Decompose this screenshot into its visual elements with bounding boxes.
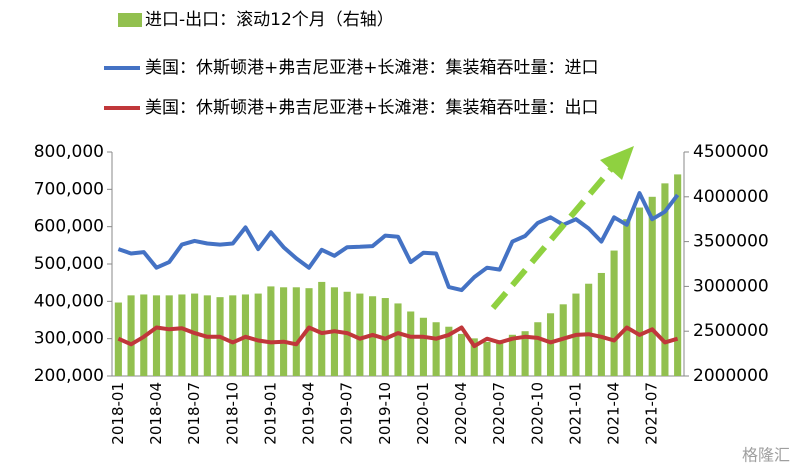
line [117, 325, 679, 349]
bar [597, 272, 605, 376]
x-tick-label: 2019-04 [300, 382, 318, 445]
bar [267, 286, 275, 376]
bar [635, 207, 644, 376]
bar [292, 287, 300, 376]
bar [610, 250, 618, 376]
y-tick-label: 400,000 [34, 291, 104, 311]
x-tick-label: 2021-04 [605, 382, 623, 445]
y-tick-label: 200,000 [34, 366, 104, 386]
bar [457, 333, 466, 376]
bar [496, 340, 504, 376]
bar [432, 322, 440, 376]
legend-label: 美国：休斯顿港+弗吉尼亚港+长滩港：集装箱吞吐量：进口 [145, 58, 599, 78]
line [117, 191, 680, 293]
bar [280, 287, 288, 376]
bar [407, 311, 415, 376]
x-tick-label: 2021-01 [566, 382, 584, 445]
bar [648, 196, 656, 376]
x-tick-label: 2020-07 [490, 382, 508, 445]
bar [661, 183, 669, 376]
bar [178, 294, 186, 376]
y2-tick-label: 2000000 [693, 366, 769, 386]
x-tick-label: 2020-01 [414, 382, 432, 445]
bar [623, 219, 631, 376]
y2-tick-label: 3000000 [693, 276, 769, 296]
watermark: 格隆汇 [742, 446, 790, 465]
trend-arrow [490, 146, 634, 310]
bar [356, 293, 364, 376]
bar [305, 288, 313, 376]
x-tick-label: 2019-01 [261, 382, 279, 445]
y-tick-label: 500,000 [34, 254, 104, 274]
bar [674, 174, 682, 376]
bar [521, 331, 529, 376]
bar [445, 326, 453, 376]
bar [165, 295, 173, 376]
bar [508, 334, 516, 376]
x-tick-label: 2020-04 [452, 382, 470, 445]
y-tick-label: 800,000 [34, 142, 104, 162]
y2-tick-label: 3500000 [693, 232, 769, 252]
x-tick-label: 2018-01 [109, 382, 127, 445]
y2-tick-label: 4000000 [693, 187, 769, 207]
x-tick-label: 2018-07 [185, 382, 203, 445]
bar [534, 322, 542, 376]
x-tick-label: 2019-07 [338, 382, 356, 445]
x-tick-label: 2021-07 [643, 382, 661, 445]
bar [229, 295, 237, 376]
bar [546, 313, 555, 376]
x-tick-label: 2019-10 [376, 382, 394, 445]
bar [585, 283, 593, 376]
x-tick-label: 2018-04 [147, 382, 165, 445]
legend-label: 美国：休斯顿港+弗吉尼亚港+长滩港：集装箱吞吐量：出口 [145, 98, 599, 118]
bar [483, 341, 491, 376]
bar [152, 295, 161, 376]
y2-tick-label: 4500000 [693, 142, 769, 162]
bar [394, 303, 402, 376]
y-tick-label: 300,000 [34, 329, 104, 349]
bar [127, 295, 135, 376]
y2-tick-label: 2500000 [693, 321, 769, 341]
bar [318, 281, 326, 376]
bar [470, 338, 478, 376]
legend-label: 进口-出口：滚动12个月（右轴） [145, 10, 394, 30]
bar [419, 317, 427, 376]
y-tick-label: 700,000 [34, 179, 104, 199]
y-tick-label: 600,000 [34, 217, 104, 237]
bar [254, 293, 262, 376]
x-tick-label: 2020-10 [528, 382, 546, 445]
x-tick-label: 2018-10 [223, 382, 241, 445]
legend-swatch [118, 13, 142, 27]
